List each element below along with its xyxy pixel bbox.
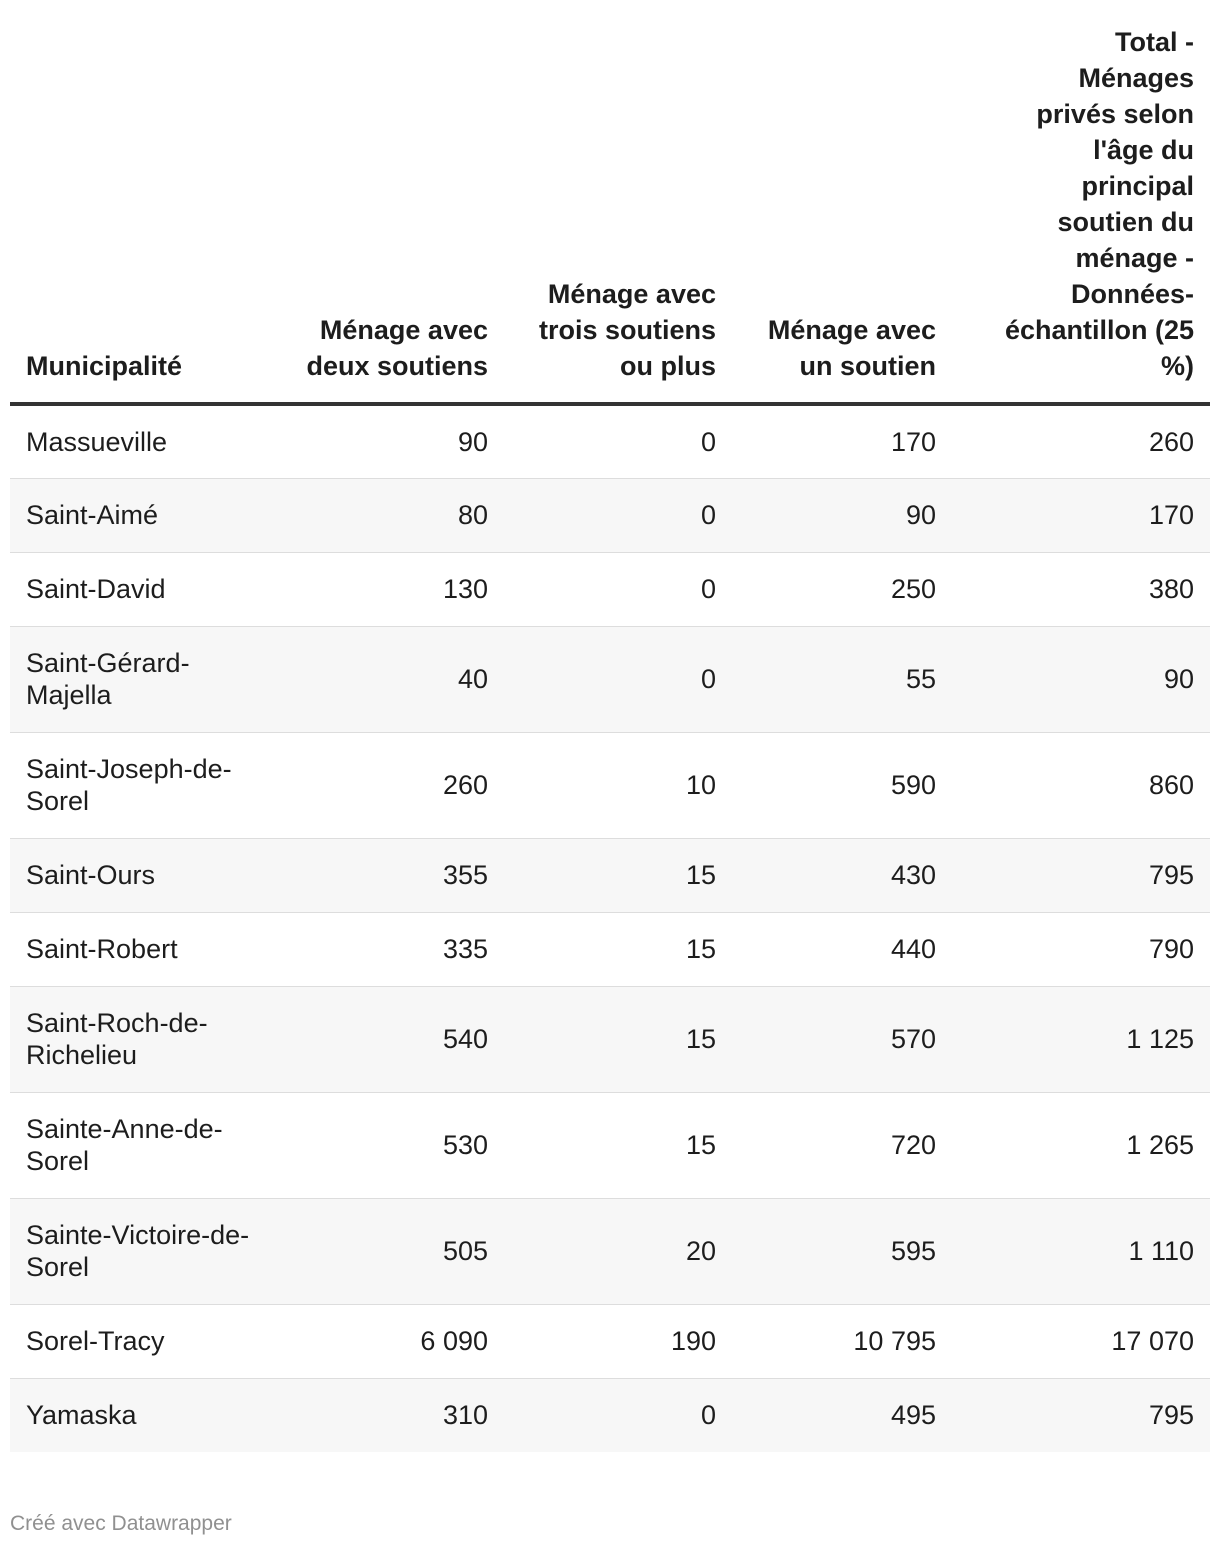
cell-total: 90 xyxy=(938,626,1210,733)
table-row: Saint-Robert 335 15 440 790 xyxy=(10,912,1210,987)
cell-municipalite: Sainte-Victoire-de-Sorel xyxy=(10,1198,260,1305)
cell-trois-soutiens: 15 xyxy=(490,986,718,1093)
table-row: Sorel-Tracy 6 090 190 10 795 17 070 xyxy=(10,1304,1210,1379)
cell-deux-soutiens: 90 xyxy=(260,404,490,479)
cell-total: 795 xyxy=(938,838,1210,913)
cell-trois-soutiens: 0 xyxy=(490,478,718,553)
cell-municipalite: Sainte-Anne-de-Sorel xyxy=(10,1092,260,1199)
datawrapper-credit[interactable]: Créé avec Datawrapper xyxy=(10,1512,232,1535)
cell-deux-soutiens: 505 xyxy=(260,1198,490,1305)
cell-total: 1 110 xyxy=(938,1198,1210,1305)
cell-total: 790 xyxy=(938,912,1210,987)
cell-un-soutien: 10 795 xyxy=(718,1304,938,1379)
cell-municipalite: Saint-Robert xyxy=(10,912,260,987)
cell-un-soutien: 250 xyxy=(718,552,938,627)
cell-trois-soutiens: 15 xyxy=(490,912,718,987)
header-total[interactable]: Total - Ménages privés selon l'âge du pr… xyxy=(938,0,1210,406)
cell-municipalite: Massueville xyxy=(10,404,260,479)
table-row: Saint-Ours 355 15 430 795 xyxy=(10,838,1210,913)
cell-trois-soutiens: 20 xyxy=(490,1198,718,1305)
header-municipalite[interactable]: Municipalité xyxy=(10,0,260,406)
cell-trois-soutiens: 0 xyxy=(490,404,718,479)
cell-municipalite: Saint-David xyxy=(10,552,260,627)
cell-deux-soutiens: 130 xyxy=(260,552,490,627)
table-row: Saint-Aimé 80 0 90 170 xyxy=(10,478,1210,553)
cell-trois-soutiens: 0 xyxy=(490,552,718,627)
cell-un-soutien: 170 xyxy=(718,404,938,479)
table-row: Saint-David 130 0 250 380 xyxy=(10,552,1210,627)
cell-municipalite: Saint-Gérard-Majella xyxy=(10,626,260,733)
cell-un-soutien: 55 xyxy=(718,626,938,733)
table-body: Massueville 90 0 170 260 Saint-Aimé 80 0 90 170 Sa… xyxy=(10,404,1210,1452)
table-row: Saint-Roch-de-Richelieu 540 15 570 1 125 xyxy=(10,986,1210,1093)
cell-deux-soutiens: 310 xyxy=(260,1378,490,1452)
table-row: Sainte-Anne-de-Sorel 530 15 720 1 265 xyxy=(10,1092,1210,1199)
cell-deux-soutiens: 530 xyxy=(260,1092,490,1199)
cell-un-soutien: 570 xyxy=(718,986,938,1093)
cell-trois-soutiens: 10 xyxy=(490,732,718,839)
data-table: Municipalité Ménage avec deux soutiens M… xyxy=(10,0,1210,1452)
cell-un-soutien: 590 xyxy=(718,732,938,839)
cell-municipalite: Saint-Joseph-de-Sorel xyxy=(10,732,260,839)
cell-trois-soutiens: 0 xyxy=(490,626,718,733)
cell-deux-soutiens: 260 xyxy=(260,732,490,839)
cell-deux-soutiens: 540 xyxy=(260,986,490,1093)
cell-trois-soutiens: 190 xyxy=(490,1304,718,1379)
cell-total: 260 xyxy=(938,404,1210,479)
cell-un-soutien: 440 xyxy=(718,912,938,987)
table-row: Massueville 90 0 170 260 xyxy=(10,404,1210,479)
cell-deux-soutiens: 6 090 xyxy=(260,1304,490,1379)
table-row: Yamaska 310 0 495 795 xyxy=(10,1378,1210,1452)
cell-total: 17 070 xyxy=(938,1304,1210,1379)
cell-municipalite: Yamaska xyxy=(10,1378,260,1452)
cell-un-soutien: 430 xyxy=(718,838,938,913)
cell-deux-soutiens: 40 xyxy=(260,626,490,733)
cell-total: 795 xyxy=(938,1378,1210,1452)
cell-deux-soutiens: 80 xyxy=(260,478,490,553)
cell-total: 860 xyxy=(938,732,1210,839)
cell-total: 1 265 xyxy=(938,1092,1210,1199)
cell-un-soutien: 720 xyxy=(718,1092,938,1199)
table-row: Sainte-Victoire-de-Sorel 505 20 595 1 110 xyxy=(10,1198,1210,1305)
cell-municipalite: Saint-Aimé xyxy=(10,478,260,553)
header-un-soutien[interactable]: Ménage avec un soutien xyxy=(718,0,938,406)
cell-trois-soutiens: 0 xyxy=(490,1378,718,1452)
cell-total: 1 125 xyxy=(938,986,1210,1093)
header-trois-soutiens[interactable]: Ménage avec trois soutiens ou plus xyxy=(490,0,718,406)
cell-un-soutien: 90 xyxy=(718,478,938,553)
cell-municipalite: Saint-Roch-de-Richelieu xyxy=(10,986,260,1093)
cell-municipalite: Sorel-Tracy xyxy=(10,1304,260,1379)
cell-total: 380 xyxy=(938,552,1210,627)
cell-trois-soutiens: 15 xyxy=(490,1092,718,1199)
cell-deux-soutiens: 355 xyxy=(260,838,490,913)
table-container: Municipalité Ménage avec deux soutiens M… xyxy=(10,0,1210,1452)
table-row: Saint-Joseph-de-Sorel 260 10 590 860 xyxy=(10,732,1210,839)
cell-deux-soutiens: 335 xyxy=(260,912,490,987)
table-row: Saint-Gérard-Majella 40 0 55 90 xyxy=(10,626,1210,733)
cell-trois-soutiens: 15 xyxy=(490,838,718,913)
header-deux-soutiens[interactable]: Ménage avec deux soutiens xyxy=(260,0,490,406)
cell-total: 170 xyxy=(938,478,1210,553)
cell-un-soutien: 595 xyxy=(718,1198,938,1305)
header-row: Municipalité Ménage avec deux soutiens M… xyxy=(10,0,1210,406)
cell-un-soutien: 495 xyxy=(718,1378,938,1452)
cell-municipalite: Saint-Ours xyxy=(10,838,260,913)
